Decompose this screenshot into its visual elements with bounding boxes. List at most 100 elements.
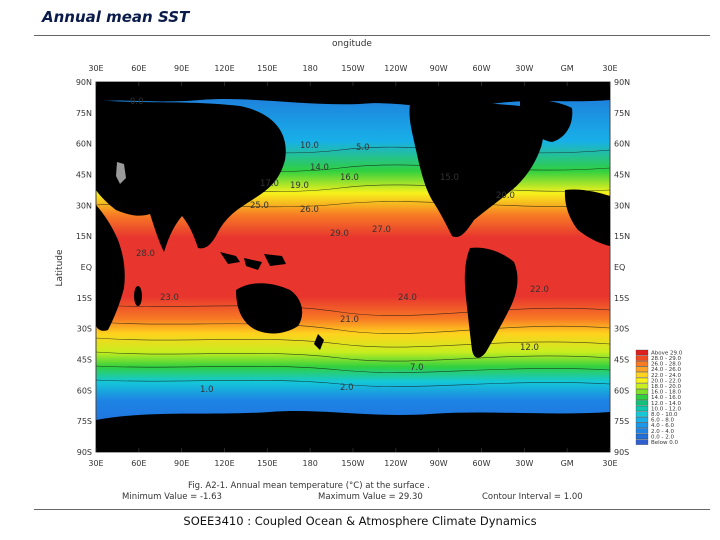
africa-land — [96, 205, 125, 331]
latitude-tick-label: 15N — [614, 232, 630, 241]
legend-swatch — [635, 411, 649, 417]
left-latitude-ticks: 90N 75N 60N 45N 30N 15N EQ 15S 30S 45S 60S 75S 90S — [76, 78, 92, 457]
legend-label: 26.0 - 28.0 — [651, 362, 681, 368]
contour-label: 20.0 — [496, 191, 515, 201]
australia-land — [236, 283, 303, 334]
latitude-tick-label: 30S — [77, 325, 92, 334]
bottom-divider — [34, 509, 710, 510]
contour-label: 14.0 — [310, 163, 329, 173]
longitude-tick-label: 30W — [515, 459, 533, 468]
legend-label: 8.0 - 10.0 — [651, 412, 678, 418]
legend-label: 16.0 - 18.0 — [651, 390, 681, 396]
longitude-tick-label: 180 — [303, 64, 318, 73]
eurasia-land — [96, 100, 286, 252]
contour-label: 7.0 — [410, 363, 424, 373]
latitude-tick-label: 75N — [614, 109, 630, 118]
longitude-tick-label: 90W — [430, 64, 448, 73]
contour-label: 19.0 — [290, 181, 309, 191]
contour-label: 17.0 — [260, 179, 279, 189]
legend-swatch — [635, 394, 649, 400]
legend-swatch — [635, 405, 649, 412]
temperature-legend: Above 29.028.0 - 29.026.0 - 28.024.0 - 2… — [635, 349, 683, 446]
latitude-tick-label: 60N — [614, 140, 630, 149]
contour-label: 22.0 — [530, 285, 549, 295]
legend-swatch — [635, 377, 649, 384]
latitude-tick-label: 30N — [614, 201, 630, 210]
contour-interval: Contour Interval = 1.00 — [482, 492, 583, 502]
south-america-land — [464, 247, 518, 358]
legend-label: 24.0 - 26.0 — [651, 367, 681, 373]
latitude-tick-label: 15N — [76, 232, 92, 241]
longitude-tick-label: 90E — [174, 64, 189, 73]
longitude-tick-label: 30E — [88, 64, 103, 73]
legend-label: 4.0 - 6.0 — [651, 423, 674, 429]
legend-swatch — [635, 383, 649, 389]
longitude-tick-label: 90E — [174, 459, 189, 468]
legend-swatch — [635, 349, 649, 356]
latitude-tick-label: 90S — [77, 448, 92, 457]
longitude-tick-label: 120W — [384, 459, 407, 468]
legend-swatch — [635, 372, 649, 378]
minimum-value: Minimum Value = -1.63 — [122, 492, 222, 502]
contour-label: 12.0 — [520, 343, 539, 353]
contour-label: 0.0 — [130, 97, 144, 107]
latitude-tick-label: 30N — [76, 201, 92, 210]
latitude-tick-label: 45S — [77, 356, 92, 365]
longitude-tick-label: 90W — [430, 459, 448, 468]
land-masses — [96, 82, 610, 452]
legend-label: Below 0.0 — [651, 440, 679, 446]
legend-label: 14.0 - 16.0 — [651, 395, 681, 401]
arctic-land — [96, 82, 610, 109]
latitude-tick-label: 45N — [614, 171, 630, 180]
legend-swatch — [635, 389, 649, 395]
slide-title: Annual mean SST — [42, 8, 190, 26]
legend-label: Above 29.0 — [651, 350, 683, 356]
latitude-tick-label: 60N — [76, 140, 92, 149]
longitude-tick-label: 150W — [341, 459, 364, 468]
legend-label: 10.0 - 12.0 — [651, 406, 681, 412]
bottom-longitude-ticks: 30E 60E 90E 120E 150E 180 150W 120W 90W 60W 30W GM 3… — [88, 448, 618, 468]
latitude-tick-label: 75S — [614, 417, 629, 426]
north-america-land — [409, 101, 544, 238]
contour-label: 24.0 — [398, 293, 417, 303]
latitude-tick-label: 15S — [77, 294, 92, 303]
antarctica-land — [96, 411, 610, 452]
contour-label: 28.0 — [136, 249, 155, 259]
longitude-tick-label: 60E — [131, 64, 146, 73]
contour-label: 15.0 — [440, 173, 459, 183]
longitude-tick-label: 150W — [341, 64, 364, 73]
latitude-tick-label: 30S — [614, 325, 629, 334]
longitude-tick-label: 150E — [257, 459, 277, 468]
legend-swatch — [635, 422, 649, 428]
latitude-tick-label: 90S — [614, 448, 629, 457]
longitude-tick-label: 180 — [303, 459, 318, 468]
latitude-tick-label: 45N — [76, 171, 92, 180]
longitude-tick-label: 30W — [515, 64, 533, 73]
legend-swatch — [635, 439, 649, 445]
longitude-tick-label: GM — [561, 64, 574, 73]
contour-label: 16.0 — [340, 173, 359, 183]
latitude-tick-label: 90N — [614, 78, 630, 87]
latitude-tick-label: 15S — [614, 294, 629, 303]
legend-label: 6.0 - 8.0 — [651, 418, 674, 424]
latitude-tick-label: 60S — [77, 386, 92, 395]
inland-sea — [116, 162, 126, 184]
figure-caption: Fig. A2-1. Annual mean temperature (°C) … — [188, 481, 430, 491]
latitude-tick-label: 60S — [614, 386, 629, 395]
latitude-tick-label: 75N — [76, 109, 92, 118]
longitude-tick-label: GM — [561, 459, 574, 468]
latitude-tick-label: 90N — [76, 78, 92, 87]
contour-label: 5.0 — [356, 143, 370, 153]
legend-swatch — [635, 428, 649, 434]
top-divider — [34, 35, 710, 36]
contour-label: 27.0 — [372, 225, 391, 235]
longitude-tick-label: 120E — [214, 459, 234, 468]
legend-label: 12.0 - 14.0 — [651, 401, 681, 407]
top-axis-label: ongitude — [332, 39, 372, 49]
slide-footer: SOEE3410 : Coupled Ocean & Atmosphere Cl… — [183, 514, 537, 528]
longitude-tick-label: 30E — [602, 64, 617, 73]
left-axis-label: Latitude — [55, 249, 65, 287]
legend-label: 18.0 - 20.0 — [651, 384, 681, 390]
legend-label: 20.0 - 22.0 — [651, 378, 681, 384]
